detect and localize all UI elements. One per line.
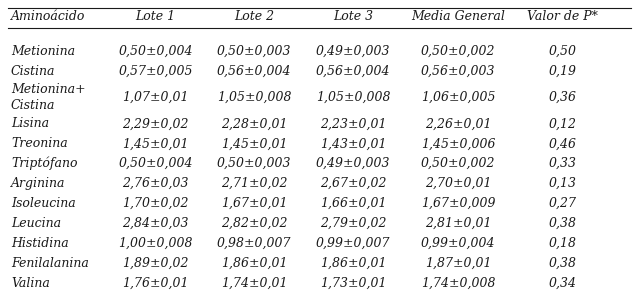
Text: 2,76±0,03: 2,76±0,03 [123, 177, 189, 190]
Text: 2,23±0,01: 2,23±0,01 [320, 117, 386, 130]
Text: 1,73±0,01: 1,73±0,01 [320, 277, 386, 290]
Text: 1,43±0,01: 1,43±0,01 [320, 137, 386, 150]
Text: 1,70±0,02: 1,70±0,02 [123, 197, 189, 210]
Text: 0,50±0,002: 0,50±0,002 [420, 45, 495, 58]
Text: 2,29±0,02: 2,29±0,02 [123, 117, 189, 130]
Text: 0,38: 0,38 [549, 217, 577, 230]
Text: 1,05±0,008: 1,05±0,008 [217, 91, 291, 104]
Text: 0,50±0,002: 0,50±0,002 [420, 157, 495, 170]
Text: 0,49±0,003: 0,49±0,003 [316, 157, 390, 170]
Text: 0,34: 0,34 [549, 277, 577, 290]
Text: 1,67±0,009: 1,67±0,009 [420, 197, 495, 210]
Text: 2,82±0,02: 2,82±0,02 [221, 217, 288, 230]
Text: 0,99±0,004: 0,99±0,004 [420, 237, 495, 250]
Text: 1,45±0,01: 1,45±0,01 [123, 137, 189, 150]
Text: 1,05±0,008: 1,05±0,008 [316, 91, 390, 104]
Text: 0,33: 0,33 [549, 157, 577, 170]
Text: 0,12: 0,12 [549, 117, 577, 130]
Text: 0,99±0,007: 0,99±0,007 [316, 237, 390, 250]
Text: 2,70±0,01: 2,70±0,01 [425, 177, 491, 190]
Text: 0,50±0,003: 0,50±0,003 [217, 45, 291, 58]
Text: 0,46: 0,46 [549, 137, 577, 150]
Text: 1,45±0,01: 1,45±0,01 [221, 137, 288, 150]
Text: Fenilalanina: Fenilalanina [11, 257, 89, 270]
Text: 2,28±0,01: 2,28±0,01 [221, 117, 288, 130]
Text: Arginina: Arginina [11, 177, 65, 190]
Text: 0,18: 0,18 [549, 237, 577, 250]
Text: Isoleucina: Isoleucina [11, 197, 75, 210]
Text: 0,50±0,004: 0,50±0,004 [118, 157, 193, 170]
Text: 1,00±0,008: 1,00±0,008 [118, 237, 193, 250]
Text: 0,57±0,005: 0,57±0,005 [118, 65, 193, 78]
Text: 2,67±0,02: 2,67±0,02 [320, 177, 386, 190]
Text: 0,49±0,003: 0,49±0,003 [316, 45, 390, 58]
Text: Metionina+
Cistina: Metionina+ Cistina [11, 83, 86, 112]
Text: Treonina: Treonina [11, 137, 68, 150]
Text: 1,87±0,01: 1,87±0,01 [425, 257, 491, 270]
Text: 0,27: 0,27 [549, 197, 577, 210]
Text: Lisina: Lisina [11, 117, 49, 130]
Text: 1,66±0,01: 1,66±0,01 [320, 197, 386, 210]
Text: 0,56±0,003: 0,56±0,003 [420, 65, 495, 78]
Text: 0,50±0,003: 0,50±0,003 [217, 157, 291, 170]
Text: 1,07±0,01: 1,07±0,01 [123, 91, 189, 104]
Text: 0,13: 0,13 [549, 177, 577, 190]
Text: 1,06±0,005: 1,06±0,005 [420, 91, 495, 104]
Text: 1,67±0,01: 1,67±0,01 [221, 197, 288, 210]
Text: 2,26±0,01: 2,26±0,01 [425, 117, 491, 130]
Text: Valor de P*: Valor de P* [527, 10, 598, 23]
Text: Leucina: Leucina [11, 217, 61, 230]
Text: 2,71±0,02: 2,71±0,02 [221, 177, 288, 190]
Text: Valina: Valina [11, 277, 50, 290]
Text: Lote 2: Lote 2 [235, 10, 274, 23]
Text: 0,56±0,004: 0,56±0,004 [217, 65, 291, 78]
Text: 2,79±0,02: 2,79±0,02 [320, 217, 386, 230]
Text: 1,74±0,008: 1,74±0,008 [420, 277, 495, 290]
Text: Triptófano: Triptófano [11, 157, 77, 171]
Text: 0,50±0,004: 0,50±0,004 [118, 45, 193, 58]
Text: 1,86±0,01: 1,86±0,01 [320, 257, 386, 270]
Text: 0,56±0,004: 0,56±0,004 [316, 65, 390, 78]
Text: 0,50: 0,50 [549, 45, 577, 58]
Text: 0,19: 0,19 [549, 65, 577, 78]
Text: 0,38: 0,38 [549, 257, 577, 270]
Text: Aminoácido: Aminoácido [11, 10, 86, 23]
Text: Media General: Media General [411, 10, 505, 23]
Text: Metionina: Metionina [11, 45, 75, 58]
Text: 1,74±0,01: 1,74±0,01 [221, 277, 288, 290]
Text: 1,86±0,01: 1,86±0,01 [221, 257, 288, 270]
Text: 2,81±0,01: 2,81±0,01 [425, 217, 491, 230]
Text: Histidina: Histidina [11, 237, 68, 250]
Text: Lote 3: Lote 3 [333, 10, 373, 23]
Text: Cistina: Cistina [11, 65, 56, 78]
Text: 1,76±0,01: 1,76±0,01 [123, 277, 189, 290]
Text: 2,84±0,03: 2,84±0,03 [123, 217, 189, 230]
Text: Lote 1: Lote 1 [135, 10, 176, 23]
Text: 1,45±0,006: 1,45±0,006 [420, 137, 495, 150]
Text: 1,89±0,02: 1,89±0,02 [123, 257, 189, 270]
Text: 0,36: 0,36 [549, 91, 577, 104]
Text: 0,98±0,007: 0,98±0,007 [217, 237, 291, 250]
